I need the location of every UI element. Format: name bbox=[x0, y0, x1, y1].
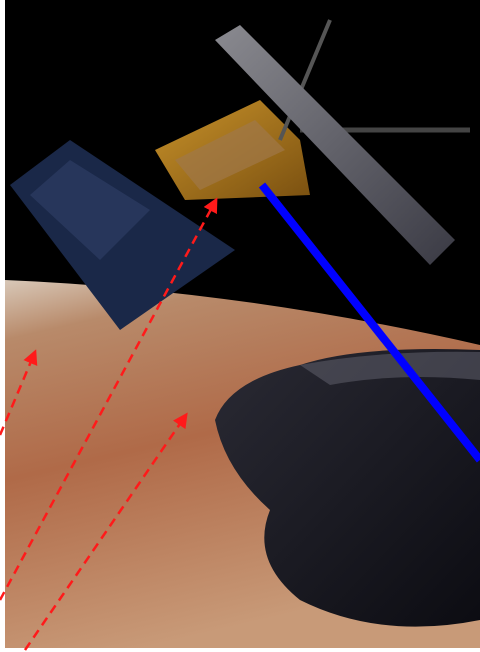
antenna-panel bbox=[215, 25, 455, 265]
ocean bbox=[215, 349, 480, 627]
solar-panel-detail bbox=[30, 160, 150, 260]
signal-arrow bbox=[0, 349, 38, 436]
radar-beam bbox=[258, 182, 480, 463]
antenna-boom bbox=[278, 19, 332, 141]
satellite-module bbox=[175, 120, 285, 190]
clouds bbox=[300, 351, 480, 385]
signal-arrow bbox=[0, 197, 218, 601]
signal-arrow bbox=[23, 412, 188, 651]
